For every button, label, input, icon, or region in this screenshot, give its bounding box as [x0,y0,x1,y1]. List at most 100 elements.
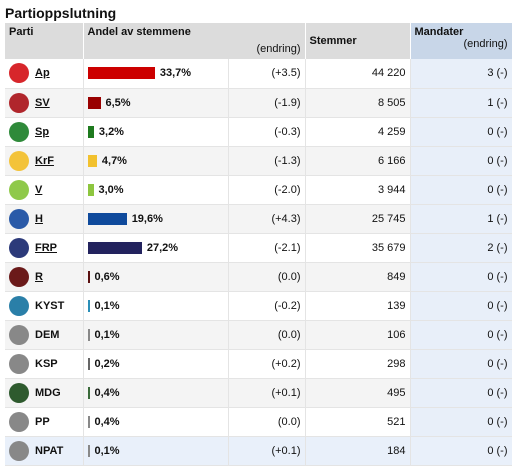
share-label: 3,0% [98,183,124,196]
share-cell: 3,2% [83,117,229,147]
share-bar [87,241,142,254]
party-icon [9,295,29,316]
party-cell: MDG [5,378,84,408]
party-icon [9,92,29,113]
party-name[interactable]: SV [35,96,50,109]
party-row: H 19,6% (+4.3) 25 745 1 (-) [5,204,512,234]
share: 3,0% [87,183,224,196]
share-bar [87,96,101,109]
party-name[interactable]: FRP [35,241,57,254]
party: KrF [9,150,79,171]
party: NPAT [9,440,79,461]
header-change: (endring) [256,43,301,55]
votes: 184 [305,436,411,466]
party-icon [9,208,29,229]
votes: 35 679 [305,233,411,263]
party-icon [9,440,29,461]
votes: 298 [305,349,411,379]
votes: 139 [305,291,411,321]
change: (+0.1) [228,436,306,466]
header-party: Parti [5,23,84,59]
title: Partioppslutning [5,5,117,21]
party-row: KSP 0,2% (+0.2) 298 0 (-) [5,349,512,379]
party-cell: KSP [5,349,84,379]
party: KYST [9,295,79,316]
party-name: MDG [35,386,61,399]
party: V [9,179,79,200]
share-cell: 19,6% [83,204,229,234]
party-cell: FRP [5,233,84,263]
party-cell: DEM [5,320,84,350]
party-cell: KrF [5,146,84,176]
party-name[interactable]: V [35,183,43,196]
share: 27,2% [87,241,224,254]
party-cell: PP [5,407,84,437]
seats: 0 (-) [410,349,512,379]
party: H [9,208,79,229]
party-name[interactable]: R [35,270,43,283]
votes: 8 505 [305,88,411,118]
party-name[interactable]: Sp [35,125,50,138]
header-seats-change: (endring) [463,38,508,50]
change: (0.0) [228,320,306,350]
party-icon [9,411,29,432]
party-name[interactable]: KrF [35,154,54,167]
party-name[interactable]: Ap [35,67,50,80]
seats: 0 (-) [410,175,512,205]
party-row: V 3,0% (-2.0) 3 944 0 (-) [5,175,512,205]
share-bar [87,415,90,428]
share-label: 27,2% [146,241,179,254]
votes: 3 944 [305,175,411,205]
party: DEM [9,324,79,345]
header-share: Andel av stemmene [87,26,191,38]
share-cell: 33,7% [83,59,229,89]
party: Ap [9,63,79,84]
party-cell: KYST [5,291,84,321]
party-row: DEM 0,1% (0.0) 106 0 (-) [5,320,512,350]
votes: 106 [305,320,411,350]
share-label: 19,6% [131,212,163,225]
change: (+0.2) [228,349,306,379]
share-bar [87,444,90,457]
seats: 0 (-) [410,146,512,176]
change: (-2.1) [228,233,306,263]
party-icon [9,324,29,345]
header-share-cell: Andel av stemmene (endring) [83,23,306,59]
share-label: 0,4% [94,415,120,428]
share-cell: 0,4% [83,378,229,408]
share: 0,6% [87,270,224,283]
share: 0,1% [87,444,224,457]
change: (+3.5) [228,59,306,89]
share-label: 0,6% [94,270,120,283]
share-label: 0,1% [94,328,120,341]
share: 3,2% [87,125,224,138]
votes: 44 220 [305,59,411,89]
party-cell: NPAT [5,436,84,466]
seats: 1 (-) [410,204,512,234]
party-cell: SV [5,88,84,118]
party: FRP [9,237,79,258]
party-cell: R [5,262,84,292]
change: (0.0) [228,262,306,292]
party-row: Ap 33,7% (+3.5) 44 220 3 (-) [5,59,512,89]
seats: 0 (-) [410,262,512,292]
share-bar [87,299,90,312]
party-cell: Sp [5,117,84,147]
share: 0,2% [87,357,224,370]
votes: 4 259 [305,117,411,147]
party: PP [9,411,79,432]
party-cell: Ap [5,59,84,89]
share: 4,7% [87,154,224,167]
header-votes: Stemmer [305,23,411,59]
header-seats-cell: Mandater (endring) [410,23,512,59]
party-cell: H [5,204,84,234]
share-cell: 0,1% [83,291,229,321]
party-name: NPAT [35,444,64,457]
party-name[interactable]: H [35,212,43,225]
votes: 6 166 [305,146,411,176]
party-row: MDG 0,4% (+0.1) 495 0 (-) [5,378,512,408]
share: 0,4% [87,415,224,428]
party-name: KSP [35,357,58,370]
share: 0,4% [87,386,224,399]
party-row: KrF 4,7% (-1.3) 6 166 0 (-) [5,146,512,176]
